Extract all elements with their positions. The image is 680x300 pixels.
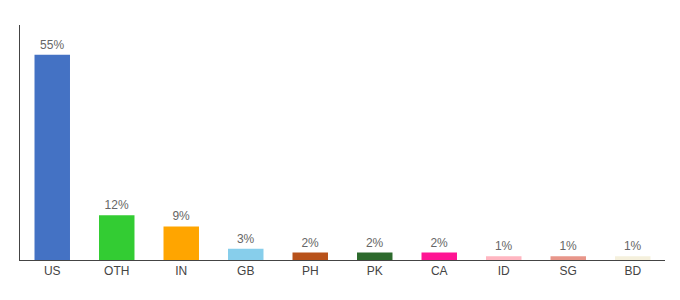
svg-text:2%: 2% [301,236,319,250]
svg-text:US: US [44,264,61,278]
svg-text:55%: 55% [40,38,64,52]
svg-text:IN: IN [175,264,187,278]
svg-text:2%: 2% [366,236,384,250]
svg-text:PK: PK [367,264,383,278]
svg-text:BD: BD [624,264,641,278]
svg-text:3%: 3% [237,232,255,246]
svg-text:CA: CA [431,264,448,278]
svg-text:1%: 1% [559,239,577,253]
svg-text:12%: 12% [105,198,129,212]
svg-text:2%: 2% [430,236,448,250]
svg-text:1%: 1% [495,239,513,253]
svg-text:GB: GB [237,264,254,278]
svg-text:OTH: OTH [104,264,129,278]
svg-text:1%: 1% [624,239,642,253]
svg-text:ID: ID [498,264,510,278]
svg-text:9%: 9% [172,209,190,223]
svg-text:SG: SG [560,264,577,278]
svg-text:PH: PH [302,264,319,278]
